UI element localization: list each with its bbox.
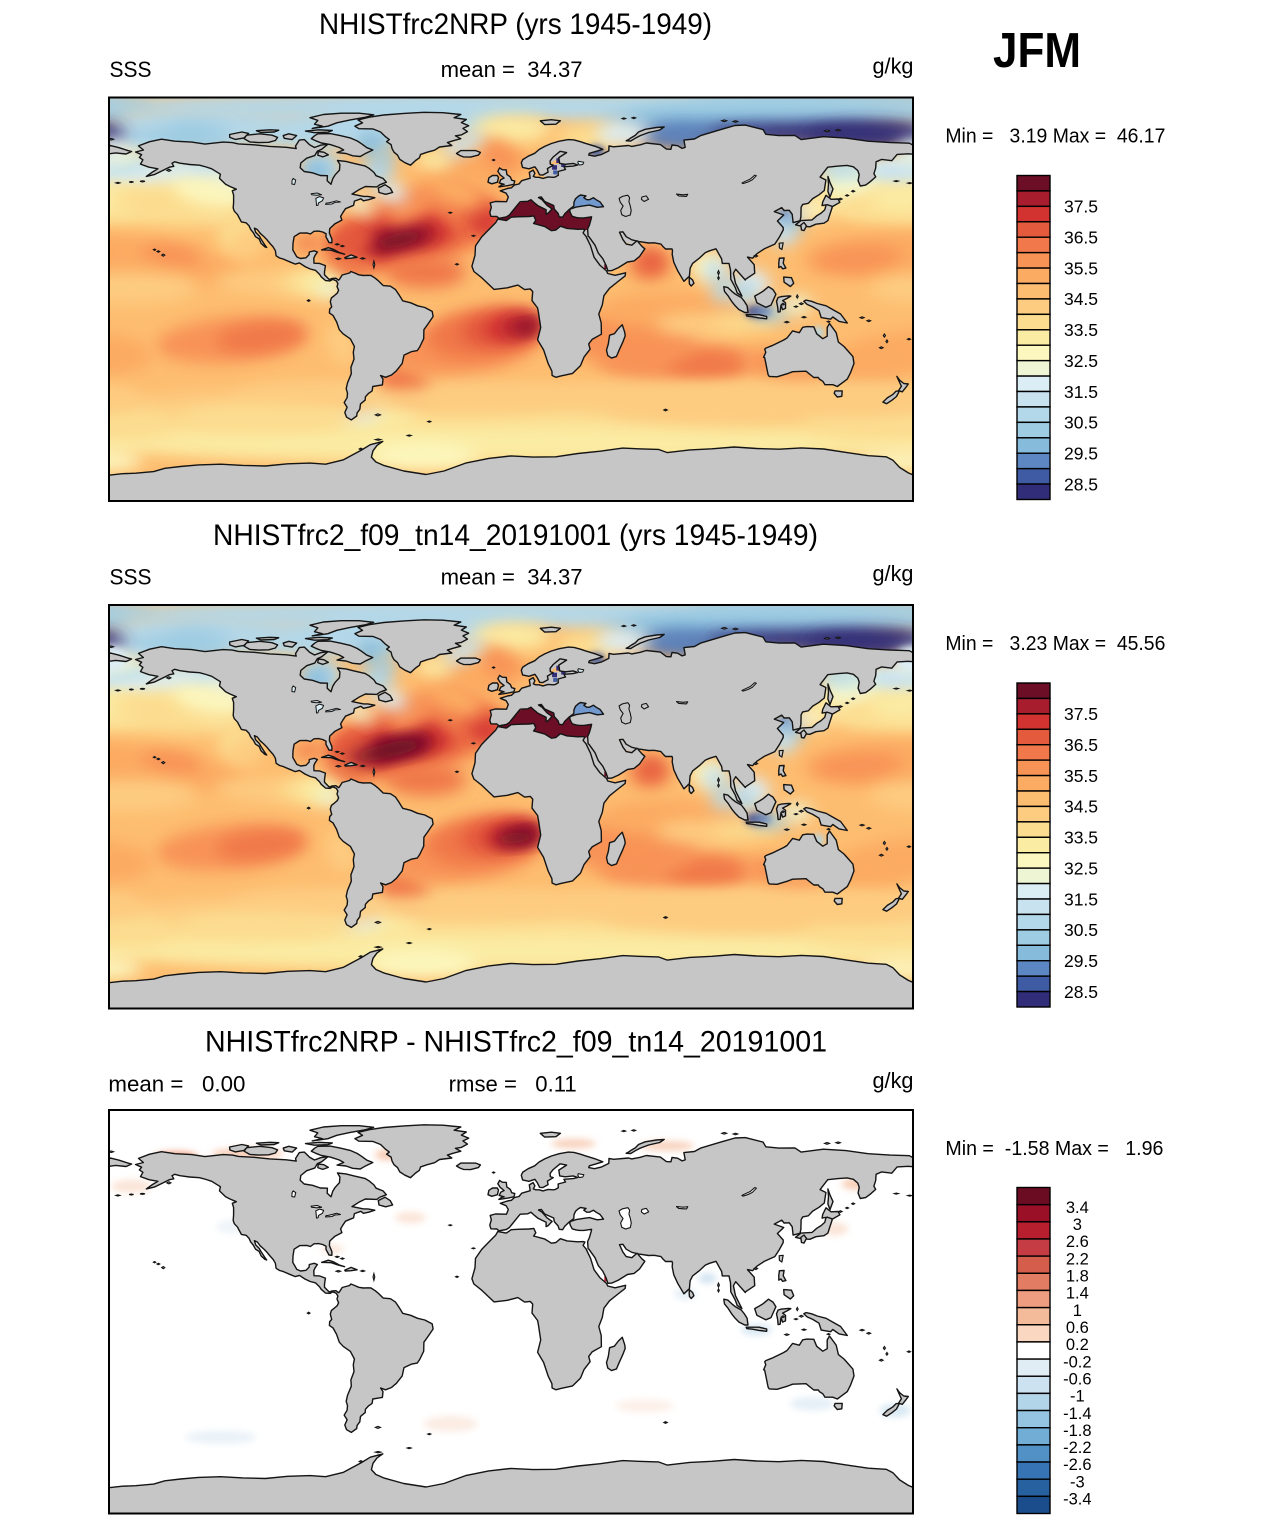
svg-text:34.5: 34.5 bbox=[1064, 797, 1098, 817]
svg-text:rmse = 0.11: rmse = 0.11 bbox=[449, 1072, 577, 1097]
svg-text:mean = 34.37: mean = 34.37 bbox=[441, 57, 583, 82]
svg-text:-0.6: -0.6 bbox=[1063, 1370, 1091, 1388]
svg-text:-1.8: -1.8 bbox=[1063, 1422, 1091, 1440]
svg-text:NHISTfrc2NRP - NHISTfrc2_f09_t: NHISTfrc2NRP - NHISTfrc2_f09_tn14_201910… bbox=[205, 1026, 827, 1059]
svg-text:-1: -1 bbox=[1070, 1388, 1085, 1406]
svg-text:1.8: 1.8 bbox=[1066, 1268, 1089, 1286]
svg-text:37.5: 37.5 bbox=[1064, 197, 1098, 217]
svg-text:36.5: 36.5 bbox=[1064, 228, 1098, 248]
svg-text:35.5: 35.5 bbox=[1064, 258, 1098, 278]
svg-text:32.5: 32.5 bbox=[1064, 858, 1098, 878]
svg-text:3.4: 3.4 bbox=[1066, 1199, 1089, 1217]
svg-text:31.5: 31.5 bbox=[1064, 889, 1098, 909]
svg-text:31.5: 31.5 bbox=[1064, 382, 1098, 402]
svg-text:3: 3 bbox=[1073, 1216, 1082, 1234]
svg-text:33.5: 33.5 bbox=[1064, 828, 1098, 848]
svg-text:-1.4: -1.4 bbox=[1063, 1405, 1091, 1423]
svg-text:g/kg: g/kg bbox=[873, 1068, 914, 1093]
svg-text:2.2: 2.2 bbox=[1066, 1250, 1089, 1268]
svg-text:Min = 3.23 Max = 45.56: Min = 3.23 Max = 45.56 bbox=[945, 633, 1165, 655]
svg-text:30.5: 30.5 bbox=[1064, 920, 1098, 940]
svg-text:28.5: 28.5 bbox=[1064, 474, 1098, 494]
svg-text:0.2: 0.2 bbox=[1066, 1336, 1089, 1354]
svg-text:32.5: 32.5 bbox=[1064, 351, 1098, 371]
svg-text:-0.2: -0.2 bbox=[1063, 1353, 1091, 1371]
svg-text:29.5: 29.5 bbox=[1064, 444, 1098, 464]
svg-text:g/kg: g/kg bbox=[873, 54, 914, 79]
svg-text:30.5: 30.5 bbox=[1064, 413, 1098, 433]
svg-text:36.5: 36.5 bbox=[1064, 735, 1098, 755]
svg-text:35.5: 35.5 bbox=[1064, 766, 1098, 786]
svg-text:Min = -1.58 Max = 1.96: Min = -1.58 Max = 1.96 bbox=[945, 1138, 1163, 1160]
svg-text:33.5: 33.5 bbox=[1064, 320, 1098, 340]
svg-text:1: 1 bbox=[1073, 1302, 1082, 1320]
svg-text:1.4: 1.4 bbox=[1066, 1285, 1089, 1303]
svg-text:2.6: 2.6 bbox=[1066, 1233, 1089, 1251]
svg-text:SSS: SSS bbox=[110, 57, 152, 82]
svg-text:NHISTfrc2NRP (yrs 1945-1949): NHISTfrc2NRP (yrs 1945-1949) bbox=[319, 8, 712, 41]
svg-text:29.5: 29.5 bbox=[1064, 951, 1098, 971]
svg-text:mean = 0.00: mean = 0.00 bbox=[108, 1072, 245, 1097]
svg-text:JFM: JFM bbox=[993, 23, 1081, 78]
svg-text:34.5: 34.5 bbox=[1064, 289, 1098, 309]
svg-text:0.6: 0.6 bbox=[1066, 1319, 1089, 1337]
svg-text:NHISTfrc2_f09_tn14_20191001 (y: NHISTfrc2_f09_tn14_20191001 (yrs 1945-19… bbox=[213, 519, 818, 552]
svg-text:-2.2: -2.2 bbox=[1063, 1439, 1091, 1457]
svg-text:g/kg: g/kg bbox=[873, 561, 914, 586]
svg-text:-3.4: -3.4 bbox=[1063, 1491, 1091, 1509]
svg-text:28.5: 28.5 bbox=[1064, 982, 1098, 1002]
svg-text:-2.6: -2.6 bbox=[1063, 1456, 1091, 1474]
svg-text:mean = 34.37: mean = 34.37 bbox=[441, 565, 583, 590]
svg-text:Min = 3.19 Max = 46.17: Min = 3.19 Max = 46.17 bbox=[945, 125, 1165, 147]
svg-text:37.5: 37.5 bbox=[1064, 704, 1098, 724]
svg-text:SSS: SSS bbox=[110, 565, 152, 590]
svg-text:-3: -3 bbox=[1070, 1473, 1085, 1491]
